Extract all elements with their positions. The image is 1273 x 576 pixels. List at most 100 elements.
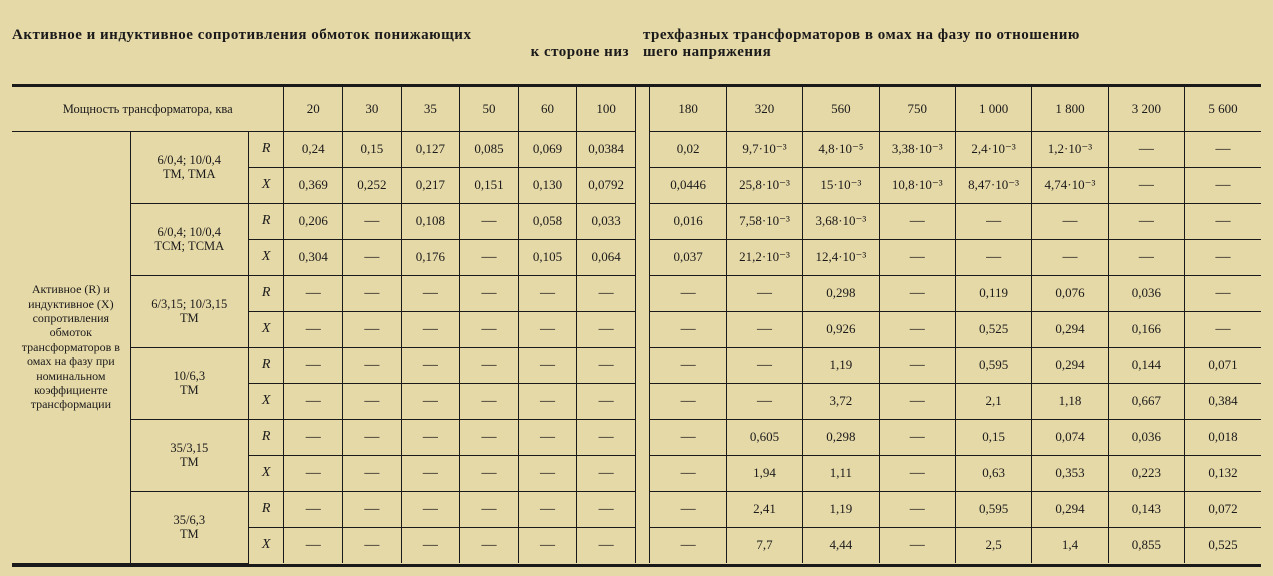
data-cell: — [401,491,460,527]
data-cell: — [650,491,726,527]
title-left-line1: Активное и индуктивное сопротивления обм… [12,27,471,43]
data-cell: 0,223 [1108,455,1184,491]
data-cell: 0,176 [401,239,460,275]
data-cell: 0,074 [1032,419,1108,455]
col-header: 3 200 [1108,87,1184,131]
data-cell: — [460,275,519,311]
data-cell: 2,4·10⁻³ [955,131,1031,167]
data-cell: — [518,419,577,455]
data-cell: 0,105 [518,239,577,275]
data-cell: — [1108,203,1184,239]
title-right-line2: шего напряжения [643,44,1261,61]
data-cell: 0,206 [284,203,343,239]
rx-label: R [248,275,284,311]
data-cell: 0,15 [343,131,402,167]
data-cell: — [1032,203,1108,239]
col-header: 180 [650,87,726,131]
data-cell: — [879,203,955,239]
data-cell: 0,132 [1185,455,1262,491]
data-cell: 0,595 [955,491,1031,527]
data-cell: — [1108,239,1184,275]
data-cell: — [460,347,519,383]
data-cell: 9,7·10⁻³ [726,131,802,167]
data-cell: 0,353 [1032,455,1108,491]
page: Активное и индуктивное сопротивления обм… [0,0,1273,576]
col-header: 1 000 [955,87,1031,131]
data-cell: — [577,275,636,311]
group-header: 10/6,3ТМ [130,347,248,419]
col-header: 560 [803,87,879,131]
data-cell: 0,130 [518,167,577,203]
data-cell: — [343,491,402,527]
data-cell: 4,8·10⁻⁵ [803,131,879,167]
title-left-line2: к стороне низ [12,44,635,61]
data-cell: 12,4·10⁻³ [803,239,879,275]
data-cell: 2,1 [955,383,1031,419]
data-cell: — [879,275,955,311]
data-cell: 0,63 [955,455,1031,491]
rx-label: R [248,131,284,167]
data-cell: — [879,239,955,275]
rx-label: X [248,455,284,491]
data-cell: — [284,383,343,419]
data-cell: 0,384 [1185,383,1262,419]
data-cell: 0,252 [343,167,402,203]
group-header: 6/0,4; 10/0,4ТМ, ТМА [130,131,248,203]
title-right-line1: трехфазных трансформаторов в омах на фаз… [643,27,1080,43]
data-cell: — [518,347,577,383]
data-cell: 0,667 [1108,383,1184,419]
data-cell: — [1185,167,1262,203]
data-cell: — [650,419,726,455]
rx-label: R [248,419,284,455]
data-cell: 0,064 [577,239,636,275]
data-cell: — [343,455,402,491]
data-cell: 0,127 [401,131,460,167]
data-cell: 0,217 [401,167,460,203]
data-cell: — [577,383,636,419]
data-cell: 1,4 [1032,527,1108,563]
data-cell: 0,108 [401,203,460,239]
page-gap [635,131,650,563]
data-cell: 1,19 [803,491,879,527]
table-title: Активное и индуктивное сопротивления обм… [12,10,1261,78]
data-cell: 0,033 [577,203,636,239]
data-cell: — [401,347,460,383]
data-cell: — [1185,203,1262,239]
data-cell: — [518,311,577,347]
data-cell: — [284,347,343,383]
data-cell: — [518,491,577,527]
data-cell: 0,0792 [577,167,636,203]
data-cell: 21,2·10⁻³ [726,239,802,275]
data-cell: — [955,239,1031,275]
data-cell: 0,143 [1108,491,1184,527]
data-cell: 0,085 [460,131,519,167]
data-cell: — [726,347,802,383]
data-cell: 0,298 [803,419,879,455]
rx-label: R [248,347,284,383]
data-cell: — [1185,239,1262,275]
data-cell: — [879,455,955,491]
data-cell: — [1185,275,1262,311]
col-header: 750 [879,87,955,131]
group-header: 6/0,4; 10/0,4ТСМ; ТСМА [130,203,248,275]
data-cell: — [726,275,802,311]
rx-label: X [248,383,284,419]
data-cell: — [284,527,343,563]
data-cell: 0,298 [803,275,879,311]
data-cell: — [518,383,577,419]
data-cell: 0,0446 [650,167,726,203]
data-cell: 0,525 [955,311,1031,347]
data-cell: — [343,527,402,563]
data-cell: 0,144 [1108,347,1184,383]
data-cell: 0,605 [726,419,802,455]
data-cell: — [460,527,519,563]
rx-label: X [248,167,284,203]
data-cell: — [879,491,955,527]
data-cell: — [518,455,577,491]
data-cell: — [343,275,402,311]
data-cell: 0,304 [284,239,343,275]
data-cell: — [401,275,460,311]
data-cell: 1,2·10⁻³ [1032,131,1108,167]
data-cell: 0,058 [518,203,577,239]
data-cell: 15·10⁻³ [803,167,879,203]
